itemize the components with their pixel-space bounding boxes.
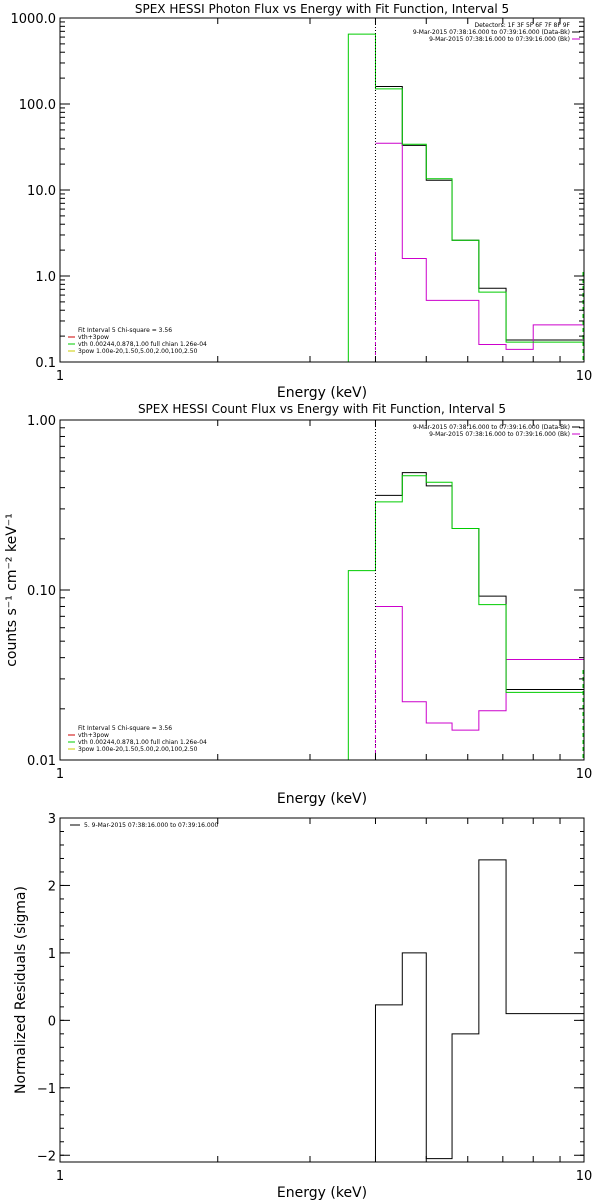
legend-entry: vth+3pow [78,732,109,739]
x-axis-label: Energy (keV) [277,385,367,401]
chart-title: SPEX HESSI Count Flux vs Energy with Fit… [138,402,506,416]
legend-entry: 9-Mar-2015 07:38:16.000 to 07:39:16.000 … [413,29,570,36]
y-tick-label: 0.10 [27,584,56,599]
y-axis-label: counts s⁻¹ cm⁻² keV⁻¹ [4,513,20,667]
plot-frame [59,419,585,761]
legend-entry: 9-Mar-2015 07:38:16.000 to 07:39:16.000 … [429,431,570,438]
y-tick-label: 1 [48,947,56,962]
x-tick-label: 10 [576,1169,593,1184]
y-tick-label: 1.00 [27,414,56,429]
y-tick-label: 1.0 [35,270,56,285]
x-axis-label: Energy (keV) [277,791,367,807]
legend-entry: vth 0.00244,0.878,1.00 full chian 1.26e-… [78,739,207,746]
legend-entry: vth 0.00244,0.878,1.00 full chian 1.26e-… [78,341,207,348]
panel-3: −2 −1 0 1 2 3 1 10 Energy (keV) Normalized Residu… [13,812,592,1200]
y-axis-label: Normalized Residuals (sigma) [13,886,29,1094]
legend-entry: Detectors: 1F 3F 5F 6F 7F 8F 9F [474,22,570,29]
legend-entry: 3pow 1.00e-20,1.50,5.00,2.00,100,2.50 [78,348,198,355]
series-vth-3pow [347,33,584,362]
legend-entry: Fit Interval 5 Chi-square = 3.56 [78,725,172,732]
panel-2: SPEX HESSI Count Flux vs Energy with Fit… [4,402,592,807]
legend-entry: 9-Mar-2015 07:38:16.000 to 07:39:16.000 … [429,36,570,43]
x-tick-label: 1 [56,1169,64,1184]
legend-entry: 5. 9-Mar-2015 07:38:16.000 to 07:39:16.0… [84,822,219,829]
y-tick-label: −2 [37,1149,56,1164]
plot-frame [59,17,585,363]
x-tick-label: 1 [56,369,64,384]
legend-entry: vth+3pow [78,334,109,341]
series-bk [375,142,584,350]
legend-entry: 9-Mar-2015 07:38:16.000 to 07:39:16.000 … [413,424,570,431]
legend-entry: Fit Interval 5 Chi-square = 3.56 [78,327,172,334]
series-data-bk [375,472,584,690]
y-tick-label: 3 [48,812,56,827]
y-tick-label: 0.01 [27,754,56,769]
x-axis-label: Energy (keV) [277,1185,367,1200]
y-tick-label: 0.1 [35,356,56,371]
y-tick-label: 0 [48,1014,56,1029]
legend-entry: 3pow 1.00e-20,1.50,5.00,2.00,100,2.50 [78,746,198,753]
y-tick-label: 100.0 [19,98,56,113]
y-tick-label: 2 [48,879,56,894]
y-tick-label: 1000.0 [11,12,57,27]
plot-frame [59,817,585,1163]
panel-1: SPEX HESSI Photon Flux vs Energy with Fi… [11,2,593,401]
series-bk [375,605,584,731]
x-tick-label: 1 [56,767,64,782]
series-residuals [374,859,584,1162]
chart-title: SPEX HESSI Photon Flux vs Energy with Fi… [135,2,509,16]
series-vth-3pow [347,475,584,760]
x-tick-label: 10 [576,767,593,782]
x-tick-label: 10 [576,369,593,384]
series-data-bk [375,85,584,341]
y-tick-label: −1 [37,1082,56,1097]
y-tick-label: 10.0 [27,184,56,199]
